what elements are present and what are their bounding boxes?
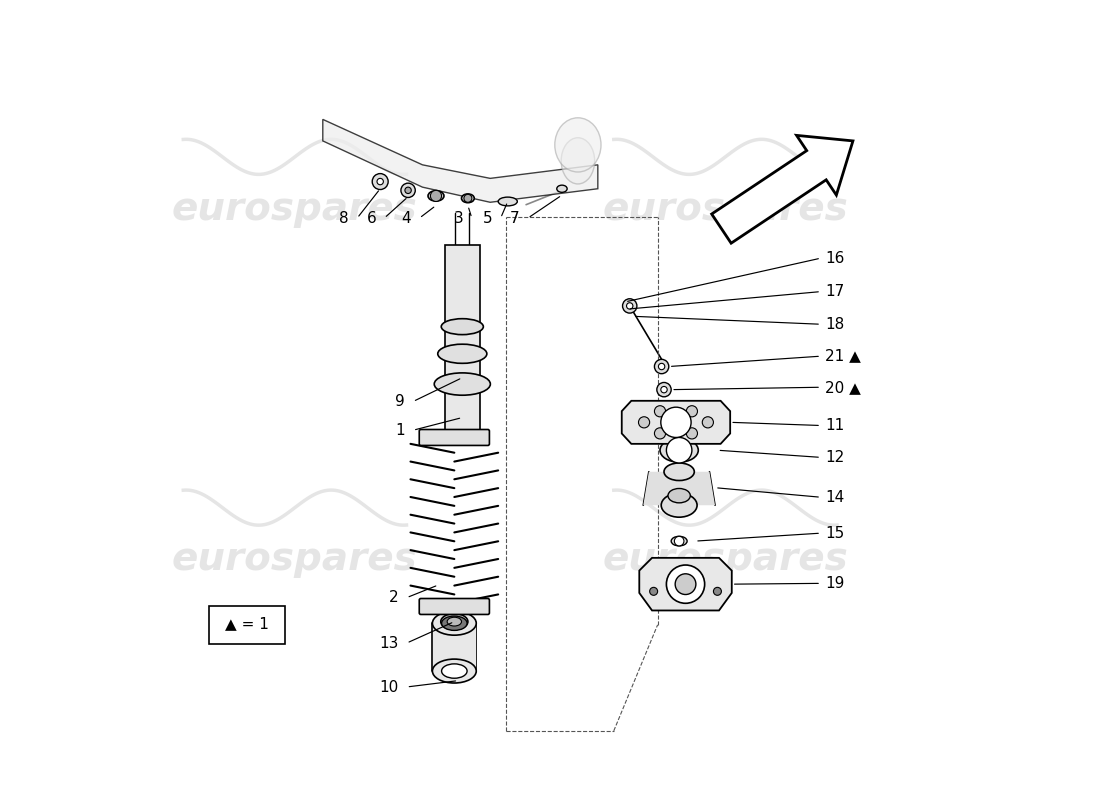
Text: 14: 14 <box>825 490 845 505</box>
Ellipse shape <box>432 659 476 683</box>
Ellipse shape <box>441 616 468 630</box>
FancyBboxPatch shape <box>419 430 490 446</box>
Text: 10: 10 <box>379 679 398 694</box>
Circle shape <box>650 587 658 595</box>
Circle shape <box>702 417 714 428</box>
Text: 11: 11 <box>825 418 845 433</box>
Text: 18: 18 <box>825 317 845 332</box>
Ellipse shape <box>498 197 517 206</box>
Text: eurospares: eurospares <box>603 541 848 578</box>
Text: eurospares: eurospares <box>172 190 418 228</box>
Circle shape <box>675 574 696 594</box>
Circle shape <box>377 178 384 185</box>
Circle shape <box>667 438 692 463</box>
Circle shape <box>667 565 705 603</box>
Polygon shape <box>621 401 730 444</box>
Circle shape <box>372 174 388 190</box>
Text: eurospares: eurospares <box>603 190 848 228</box>
Text: 17: 17 <box>825 284 845 299</box>
Ellipse shape <box>557 185 568 192</box>
Ellipse shape <box>438 344 487 363</box>
Text: 3: 3 <box>454 210 464 226</box>
Text: 12: 12 <box>825 450 845 465</box>
Ellipse shape <box>561 138 595 184</box>
Polygon shape <box>322 119 597 202</box>
Circle shape <box>686 428 697 439</box>
Text: ▲ = 1: ▲ = 1 <box>226 616 270 630</box>
Ellipse shape <box>434 373 491 395</box>
Text: 21 ▲: 21 ▲ <box>825 349 861 364</box>
Circle shape <box>627 302 632 309</box>
Circle shape <box>661 386 668 393</box>
Text: 9: 9 <box>395 394 405 409</box>
Text: 20 ▲: 20 ▲ <box>825 380 861 394</box>
Polygon shape <box>639 558 732 610</box>
Ellipse shape <box>432 611 476 635</box>
Circle shape <box>623 298 637 313</box>
Text: 16: 16 <box>825 250 845 266</box>
Text: 8: 8 <box>340 210 349 226</box>
Polygon shape <box>644 472 715 506</box>
Ellipse shape <box>462 194 474 202</box>
Ellipse shape <box>441 614 468 630</box>
Ellipse shape <box>448 618 462 626</box>
Ellipse shape <box>441 318 483 334</box>
Ellipse shape <box>661 494 697 517</box>
FancyBboxPatch shape <box>209 606 285 644</box>
Ellipse shape <box>441 664 468 678</box>
Ellipse shape <box>664 463 694 481</box>
Circle shape <box>661 407 691 438</box>
Text: 13: 13 <box>379 636 398 650</box>
Circle shape <box>714 587 722 595</box>
Polygon shape <box>444 245 480 430</box>
Ellipse shape <box>428 190 444 201</box>
Circle shape <box>674 536 684 546</box>
Ellipse shape <box>554 118 601 172</box>
Circle shape <box>405 187 411 194</box>
Text: 4: 4 <box>402 210 411 226</box>
Text: 15: 15 <box>825 526 845 541</box>
Ellipse shape <box>671 536 688 546</box>
Text: 6: 6 <box>366 210 376 226</box>
Polygon shape <box>712 135 852 243</box>
Text: 2: 2 <box>389 590 398 606</box>
Text: 1: 1 <box>395 422 405 438</box>
Circle shape <box>686 406 697 417</box>
Circle shape <box>400 183 416 198</box>
Circle shape <box>659 363 664 370</box>
Circle shape <box>430 190 441 202</box>
Circle shape <box>654 359 669 374</box>
FancyBboxPatch shape <box>419 598 490 614</box>
Circle shape <box>654 428 666 439</box>
Text: 5: 5 <box>483 210 493 226</box>
Circle shape <box>464 194 472 202</box>
Ellipse shape <box>668 489 691 503</box>
Text: eurospares: eurospares <box>172 541 418 578</box>
Text: 19: 19 <box>825 576 845 591</box>
Text: 7: 7 <box>510 210 519 226</box>
Ellipse shape <box>660 438 698 462</box>
Polygon shape <box>432 623 476 671</box>
Circle shape <box>638 417 650 428</box>
Circle shape <box>657 382 671 397</box>
Circle shape <box>654 406 666 417</box>
